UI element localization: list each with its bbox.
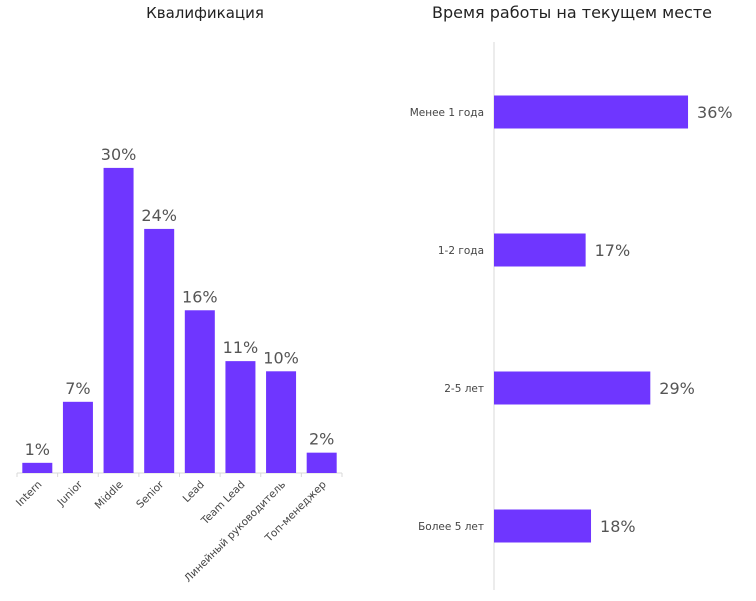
x-tick-label: Intern [14, 479, 44, 509]
data-label: 7% [65, 379, 90, 398]
bar-3 [494, 371, 651, 405]
y-tick-label: Менее 1 года [410, 107, 484, 119]
y-tick-label: 1-2 года [438, 245, 484, 257]
data-label: 29% [659, 379, 695, 398]
x-tick-label: Senior [134, 478, 167, 511]
data-label: 24% [141, 206, 177, 225]
bar-1 [494, 95, 689, 129]
x-tick-label: Lead [181, 479, 207, 505]
data-label: 30% [101, 145, 137, 164]
bar-2 [494, 233, 586, 267]
y-tick-label: Более 5 лет [418, 521, 484, 533]
data-label: 18% [600, 517, 636, 536]
bar-lead [184, 310, 215, 473]
chart-title-qualification: Квалификация [146, 4, 264, 22]
data-label: 16% [182, 287, 218, 306]
qualification-chart: 1% Intern 7% Junior 30% Middle 24% Senior 16% Lea… [14, 145, 343, 585]
bar-team-lead [225, 361, 256, 473]
data-label: 2% [309, 430, 334, 449]
bar-junior [62, 401, 93, 473]
data-label: 10% [263, 348, 299, 367]
x-tick-label: Middle [93, 479, 126, 512]
bar-intern [22, 462, 53, 473]
data-label: 36% [697, 103, 733, 122]
x-tick-label: Junior [55, 478, 86, 509]
bar-4 [494, 509, 592, 543]
data-label: 17% [595, 241, 631, 260]
bar-senior [144, 228, 175, 473]
bar-middle [103, 167, 134, 473]
data-label: 1% [25, 440, 50, 459]
bar-линейный-руководитель [266, 371, 297, 473]
data-label: 11% [223, 338, 259, 357]
y-tick-label: 2-5 лет [444, 383, 484, 395]
chart-title-tenure: Время работы на текущем месте [432, 3, 712, 22]
bar-топ-менеджер [306, 452, 337, 473]
tenure-chart: 36% Менее 1 года 17% 1-2 года 29% 2-5 лет 18% Б… [410, 42, 733, 590]
